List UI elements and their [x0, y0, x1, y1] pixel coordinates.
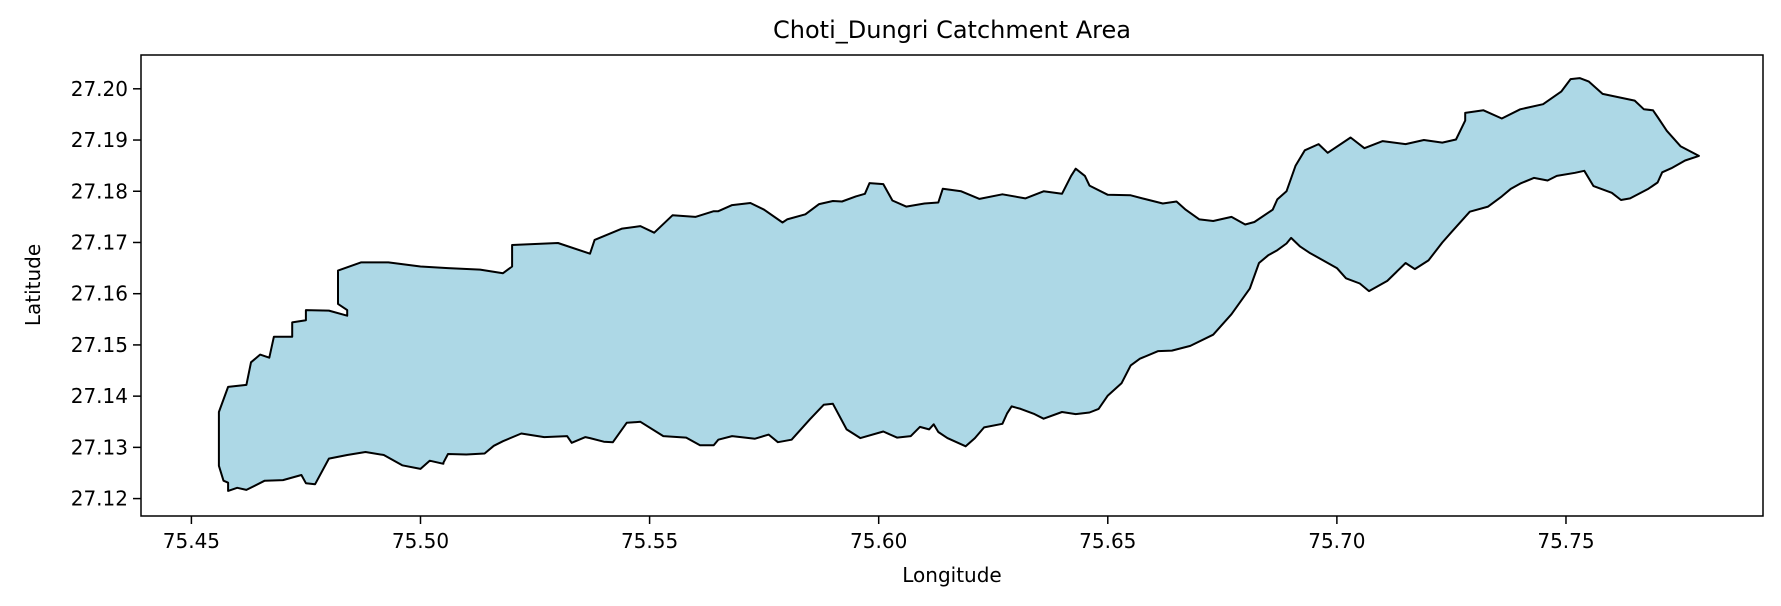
axes-frame: [140, 54, 1764, 517]
y-tick-label: 27.19: [71, 128, 128, 152]
x-tick-label: 75.55: [621, 529, 678, 553]
y-tick-label: 27.15: [71, 333, 128, 357]
x-tick-label: 75.75: [1537, 529, 1594, 553]
x-tick-label: 75.45: [163, 529, 220, 553]
x-tick-label: 75.50: [392, 529, 449, 553]
y-axis-label: Latitude: [21, 244, 45, 326]
x-tick-label: 75.70: [1308, 529, 1365, 553]
plot-area: [217, 77, 1700, 492]
x-axis-label: Longitude: [902, 563, 1001, 587]
x-tick-label: 75.65: [1079, 529, 1136, 553]
catchment-polygon: [217, 77, 1700, 492]
x-axis-ticks: 75.45 75.50 75.55 75.60 75.65 75.70 75.75: [163, 516, 1595, 553]
y-tick-label: 27.20: [71, 77, 128, 101]
y-tick-label: 27.18: [71, 179, 128, 203]
y-tick-label: 27.17: [71, 230, 128, 254]
y-tick-label: 27.12: [71, 487, 128, 511]
y-axis-ticks: 27.12 27.13 27.14 27.15 27.16 27.17 27.18 27.19…: [71, 77, 141, 511]
x-tick-label: 75.60: [850, 529, 907, 553]
y-tick-label: 27.13: [71, 435, 128, 459]
chart-title: Choti_Dungri Catchment Area: [773, 16, 1131, 44]
y-tick-label: 27.14: [71, 384, 128, 408]
y-tick-label: 27.16: [71, 282, 128, 306]
